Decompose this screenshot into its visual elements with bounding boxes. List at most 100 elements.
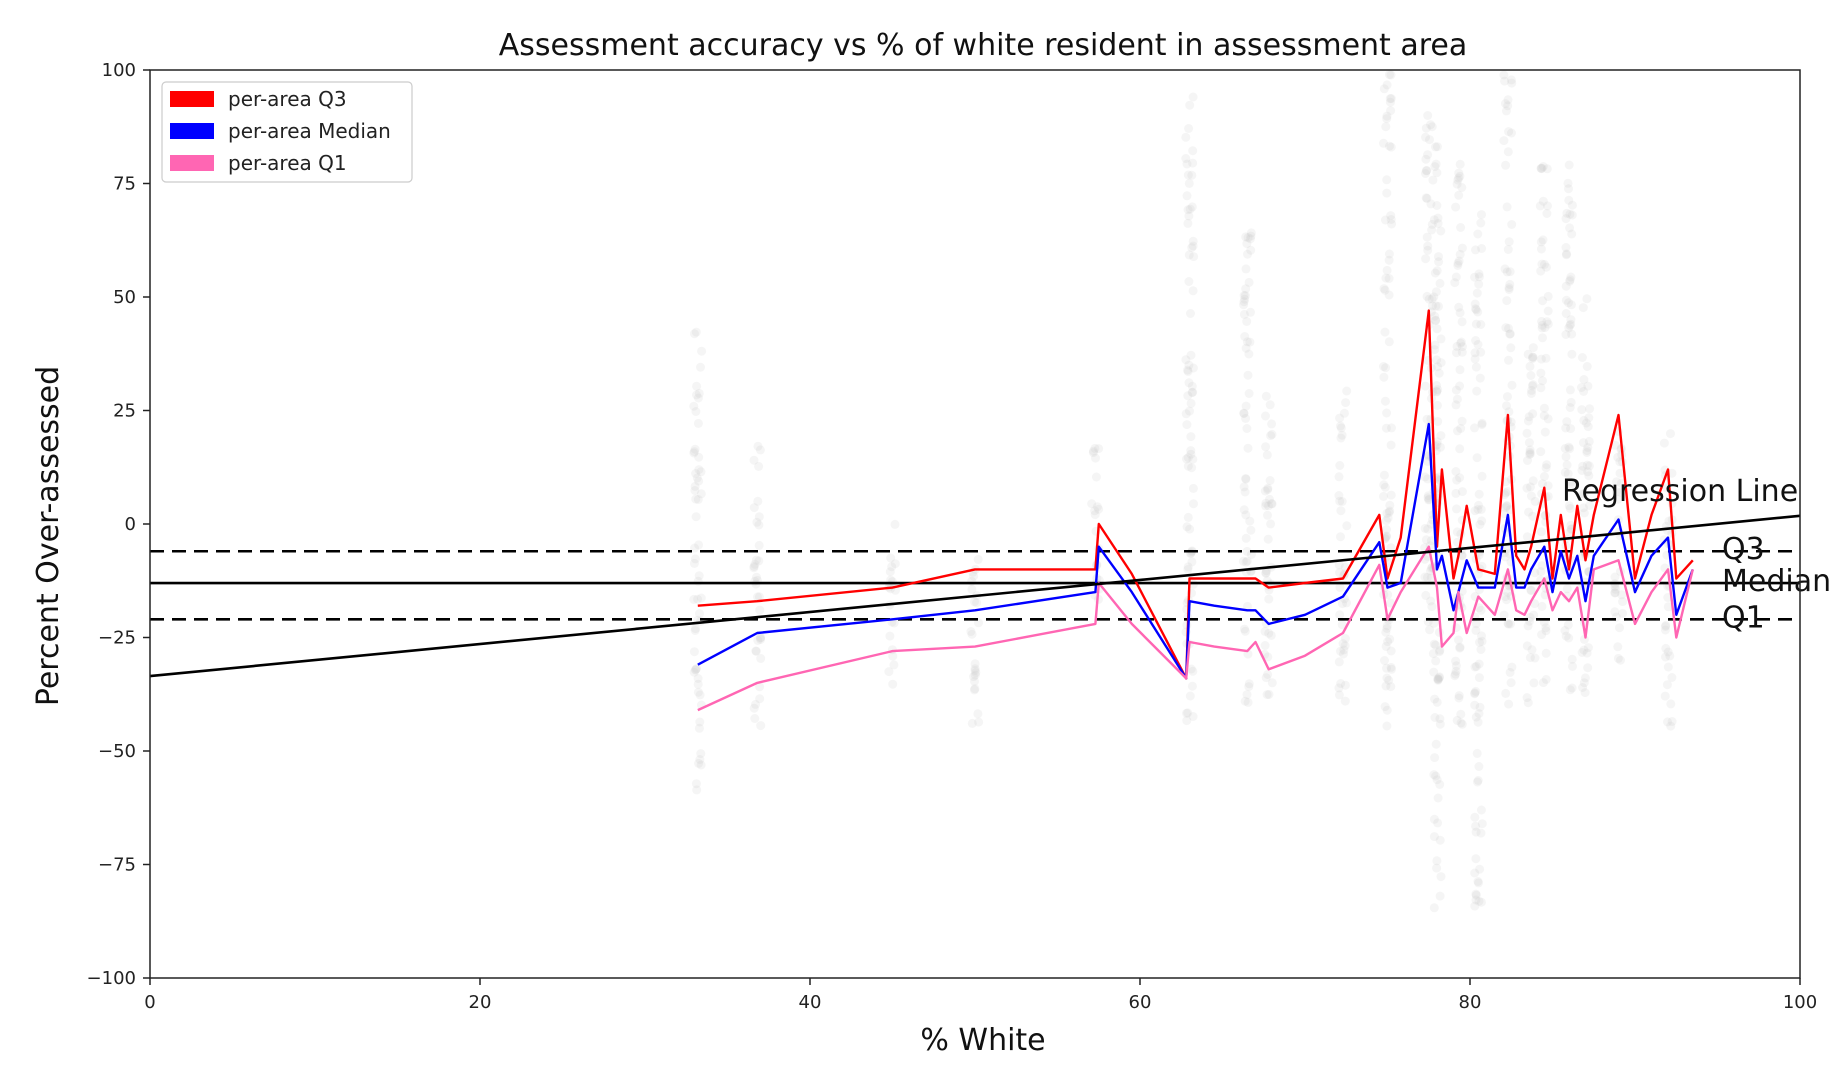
- scatter-point: [690, 329, 699, 339]
- scatter-point: [1566, 300, 1576, 310]
- scatter-point: [1186, 398, 1196, 408]
- scatter-point: [694, 465, 704, 475]
- scatter-point: [756, 635, 766, 644]
- scatter-point: [1450, 669, 1460, 679]
- scatter-point: [1384, 274, 1394, 283]
- scatter-point: [694, 723, 704, 733]
- scatter-point: [1242, 690, 1252, 700]
- scatter-point: [1538, 333, 1547, 343]
- scatter-point: [1267, 499, 1276, 509]
- scatter-point: [1536, 527, 1546, 537]
- scatter-point: [1420, 523, 1430, 533]
- scatter-point: [1188, 146, 1198, 156]
- scatter-point: [884, 667, 894, 677]
- scatter-point: [690, 665, 700, 675]
- scatter-point: [1384, 249, 1394, 259]
- scatter-point: [1563, 178, 1573, 188]
- scatter-point: [1561, 631, 1571, 641]
- scatter-point: [1335, 461, 1345, 470]
- scatter-point: [750, 714, 760, 723]
- scatter-point: [1432, 387, 1442, 397]
- scatter-point: [1422, 414, 1432, 424]
- scatter-point: [1384, 290, 1394, 300]
- scatter-point: [1386, 106, 1396, 116]
- scatter-point: [1536, 244, 1546, 254]
- scatter-point: [1239, 408, 1249, 418]
- scatter-point: [1536, 237, 1546, 247]
- scatter-point: [1455, 308, 1465, 318]
- scatter-point: [1504, 619, 1514, 629]
- scatter-point: [1382, 721, 1392, 731]
- scatter-point: [1246, 307, 1255, 317]
- scatter-point: [1474, 896, 1484, 906]
- scatter-point: [1583, 643, 1593, 653]
- scatter-point: [1457, 317, 1467, 327]
- scatter-point: [1267, 678, 1277, 688]
- scatter-point: [1470, 354, 1480, 364]
- scatter-point: [1506, 619, 1515, 629]
- scatter-point: [1245, 337, 1255, 347]
- scatter-point: [1186, 432, 1196, 442]
- scatter-point: [1266, 519, 1276, 529]
- scatter-point: [1431, 301, 1441, 311]
- scatter-point: [1500, 552, 1510, 562]
- scatter-point: [690, 626, 700, 635]
- scatter-point: [1579, 503, 1588, 513]
- scatter-point: [1187, 388, 1197, 397]
- scatter-point: [1505, 279, 1515, 289]
- scatter-point: [1567, 654, 1577, 664]
- scatter-point: [1536, 164, 1546, 174]
- scatter-point: [1565, 209, 1575, 219]
- scatter-point: [1261, 619, 1271, 628]
- scatter-point: [1267, 429, 1277, 439]
- scatter-point: [1382, 531, 1392, 541]
- scatter-point: [1241, 557, 1251, 567]
- scatter-point: [967, 584, 977, 594]
- scatter-point: [1336, 679, 1346, 688]
- scatter-point: [753, 496, 763, 506]
- scatter-point: [890, 519, 900, 529]
- scatter-point: [1474, 489, 1484, 499]
- scatter-point: [1430, 268, 1440, 278]
- scatter-point: [1530, 653, 1540, 663]
- scatter-point: [1424, 495, 1434, 505]
- scatter-point: [1661, 622, 1670, 631]
- scatter-point: [1264, 690, 1274, 699]
- scatter-point: [1530, 496, 1540, 506]
- scatter-point: [1616, 478, 1626, 488]
- scatter-point: [1340, 696, 1350, 706]
- scatter-point: [1434, 252, 1443, 262]
- scatter-point: [1660, 625, 1670, 635]
- scatter-point: [1380, 285, 1390, 295]
- scatter-point: [1263, 670, 1273, 679]
- scatter-point: [1564, 195, 1574, 205]
- scatter-point: [1502, 401, 1511, 411]
- scatter-point: [1334, 491, 1344, 500]
- scatter-point: [1427, 294, 1437, 304]
- scatter-point: [1434, 257, 1444, 267]
- scatter-point: [1541, 648, 1551, 658]
- scatter-point: [1266, 431, 1276, 441]
- scatter-point: [1263, 510, 1272, 520]
- scatter-point: [1429, 903, 1439, 913]
- scatter-point: [1541, 463, 1551, 473]
- scatter-point: [1505, 329, 1515, 339]
- scatter-point: [1474, 659, 1484, 669]
- scatter-point: [1507, 78, 1517, 88]
- scatter-point: [691, 665, 701, 674]
- scatter-point: [1564, 323, 1574, 333]
- scatter-point: [1183, 562, 1193, 572]
- scatter-point: [690, 554, 700, 564]
- scatter-point: [1541, 675, 1551, 684]
- scatter-point: [1433, 674, 1443, 684]
- scatter-point: [1260, 641, 1270, 650]
- scatter-point: [697, 346, 707, 356]
- scatter-point: [1539, 403, 1549, 413]
- scatter-point: [1613, 653, 1623, 663]
- scatter-point: [696, 467, 706, 477]
- scatter-point: [1476, 805, 1486, 815]
- scatter-point: [1183, 565, 1193, 574]
- scatter-point: [1239, 505, 1249, 515]
- scatter-point: [1241, 510, 1251, 520]
- scatter-point: [1457, 719, 1467, 729]
